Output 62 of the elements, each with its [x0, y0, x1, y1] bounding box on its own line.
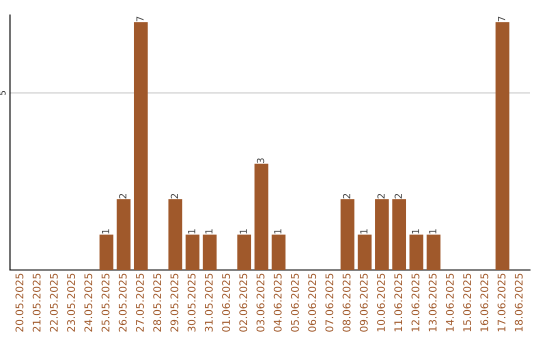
bar [358, 234, 372, 270]
x-tick-label: 25.05.2025 [102, 274, 110, 332]
x-tick-label: 09.06.2025 [360, 274, 368, 332]
x-tick-label: 14.06.2025 [446, 274, 454, 332]
data-label: 1 [102, 229, 110, 234]
bar [186, 234, 200, 270]
data-label: 2 [394, 194, 402, 198]
bar [392, 199, 406, 270]
x-tick-label: 16.06.2025 [480, 274, 488, 332]
x-tick-label: 04.06.2025 [274, 274, 282, 332]
data-label: 1 [188, 229, 196, 234]
x-tick-label: 05.06.2025 [290, 274, 299, 332]
x-tick-label: 27.05.2025 [136, 274, 144, 332]
data-label: 1 [429, 229, 436, 234]
x-tick-label: 31.05.2025 [204, 274, 213, 332]
x-tick-label: 23.05.2025 [67, 274, 76, 332]
data-label: 3 [256, 158, 264, 164]
x-tick-label: 15.06.2025 [463, 274, 472, 332]
x-tick-label: 11.06.2025 [394, 274, 402, 332]
x-tick-label: 30.05.2025 [188, 274, 196, 332]
x-tick-label: 26.05.2025 [118, 274, 127, 332]
data-label: 1 [274, 229, 282, 234]
bar [202, 234, 217, 270]
data-label: 2 [170, 194, 178, 198]
bar [168, 199, 182, 270]
x-tick-label: 03.06.2025 [256, 274, 264, 332]
bar [134, 22, 148, 270]
bar [340, 199, 354, 270]
data-label: 2 [119, 194, 126, 198]
bar [409, 234, 424, 270]
data-label: 1 [240, 229, 247, 234]
x-tick-label: 02.06.2025 [239, 274, 248, 332]
x-tick-label: 29.05.2025 [170, 274, 178, 332]
x-tick-label: 28.05.2025 [153, 274, 162, 332]
x-tick-label: 22.05.2025 [50, 274, 58, 332]
data-label: 2 [377, 194, 385, 198]
x-tick-label: 12.06.2025 [412, 274, 420, 332]
data-label: 1 [412, 229, 420, 234]
x-tick-label: 18.06.2025 [514, 274, 523, 332]
data-label: 2 [342, 194, 350, 198]
bar [254, 164, 268, 270]
bar [496, 22, 510, 270]
x-tick-label: 24.05.2025 [84, 274, 92, 332]
x-tick-label: 01.06.2025 [222, 274, 230, 332]
bar [426, 234, 440, 270]
data-label: 1 [205, 229, 212, 234]
x-tick-label: 20.05.2025 [15, 274, 24, 332]
bar [272, 234, 286, 270]
x-tick-label: 10.06.2025 [377, 274, 385, 332]
bar [100, 234, 114, 270]
bar [375, 199, 389, 270]
x-tick-label: 21.05.2025 [32, 274, 41, 332]
x-tick-label: 17.06.2025 [498, 274, 506, 332]
x-tick-label: 06.06.2025 [308, 274, 316, 332]
data-label: 7 [136, 16, 144, 22]
x-tick-label: 07.06.2025 [325, 274, 334, 332]
bar [116, 199, 131, 270]
bar [237, 234, 252, 270]
x-tick-label: 13.06.2025 [428, 274, 437, 332]
data-label: 1 [360, 229, 368, 234]
data-label: 7 [498, 16, 506, 22]
x-tick-label: 08.06.2025 [342, 274, 351, 332]
